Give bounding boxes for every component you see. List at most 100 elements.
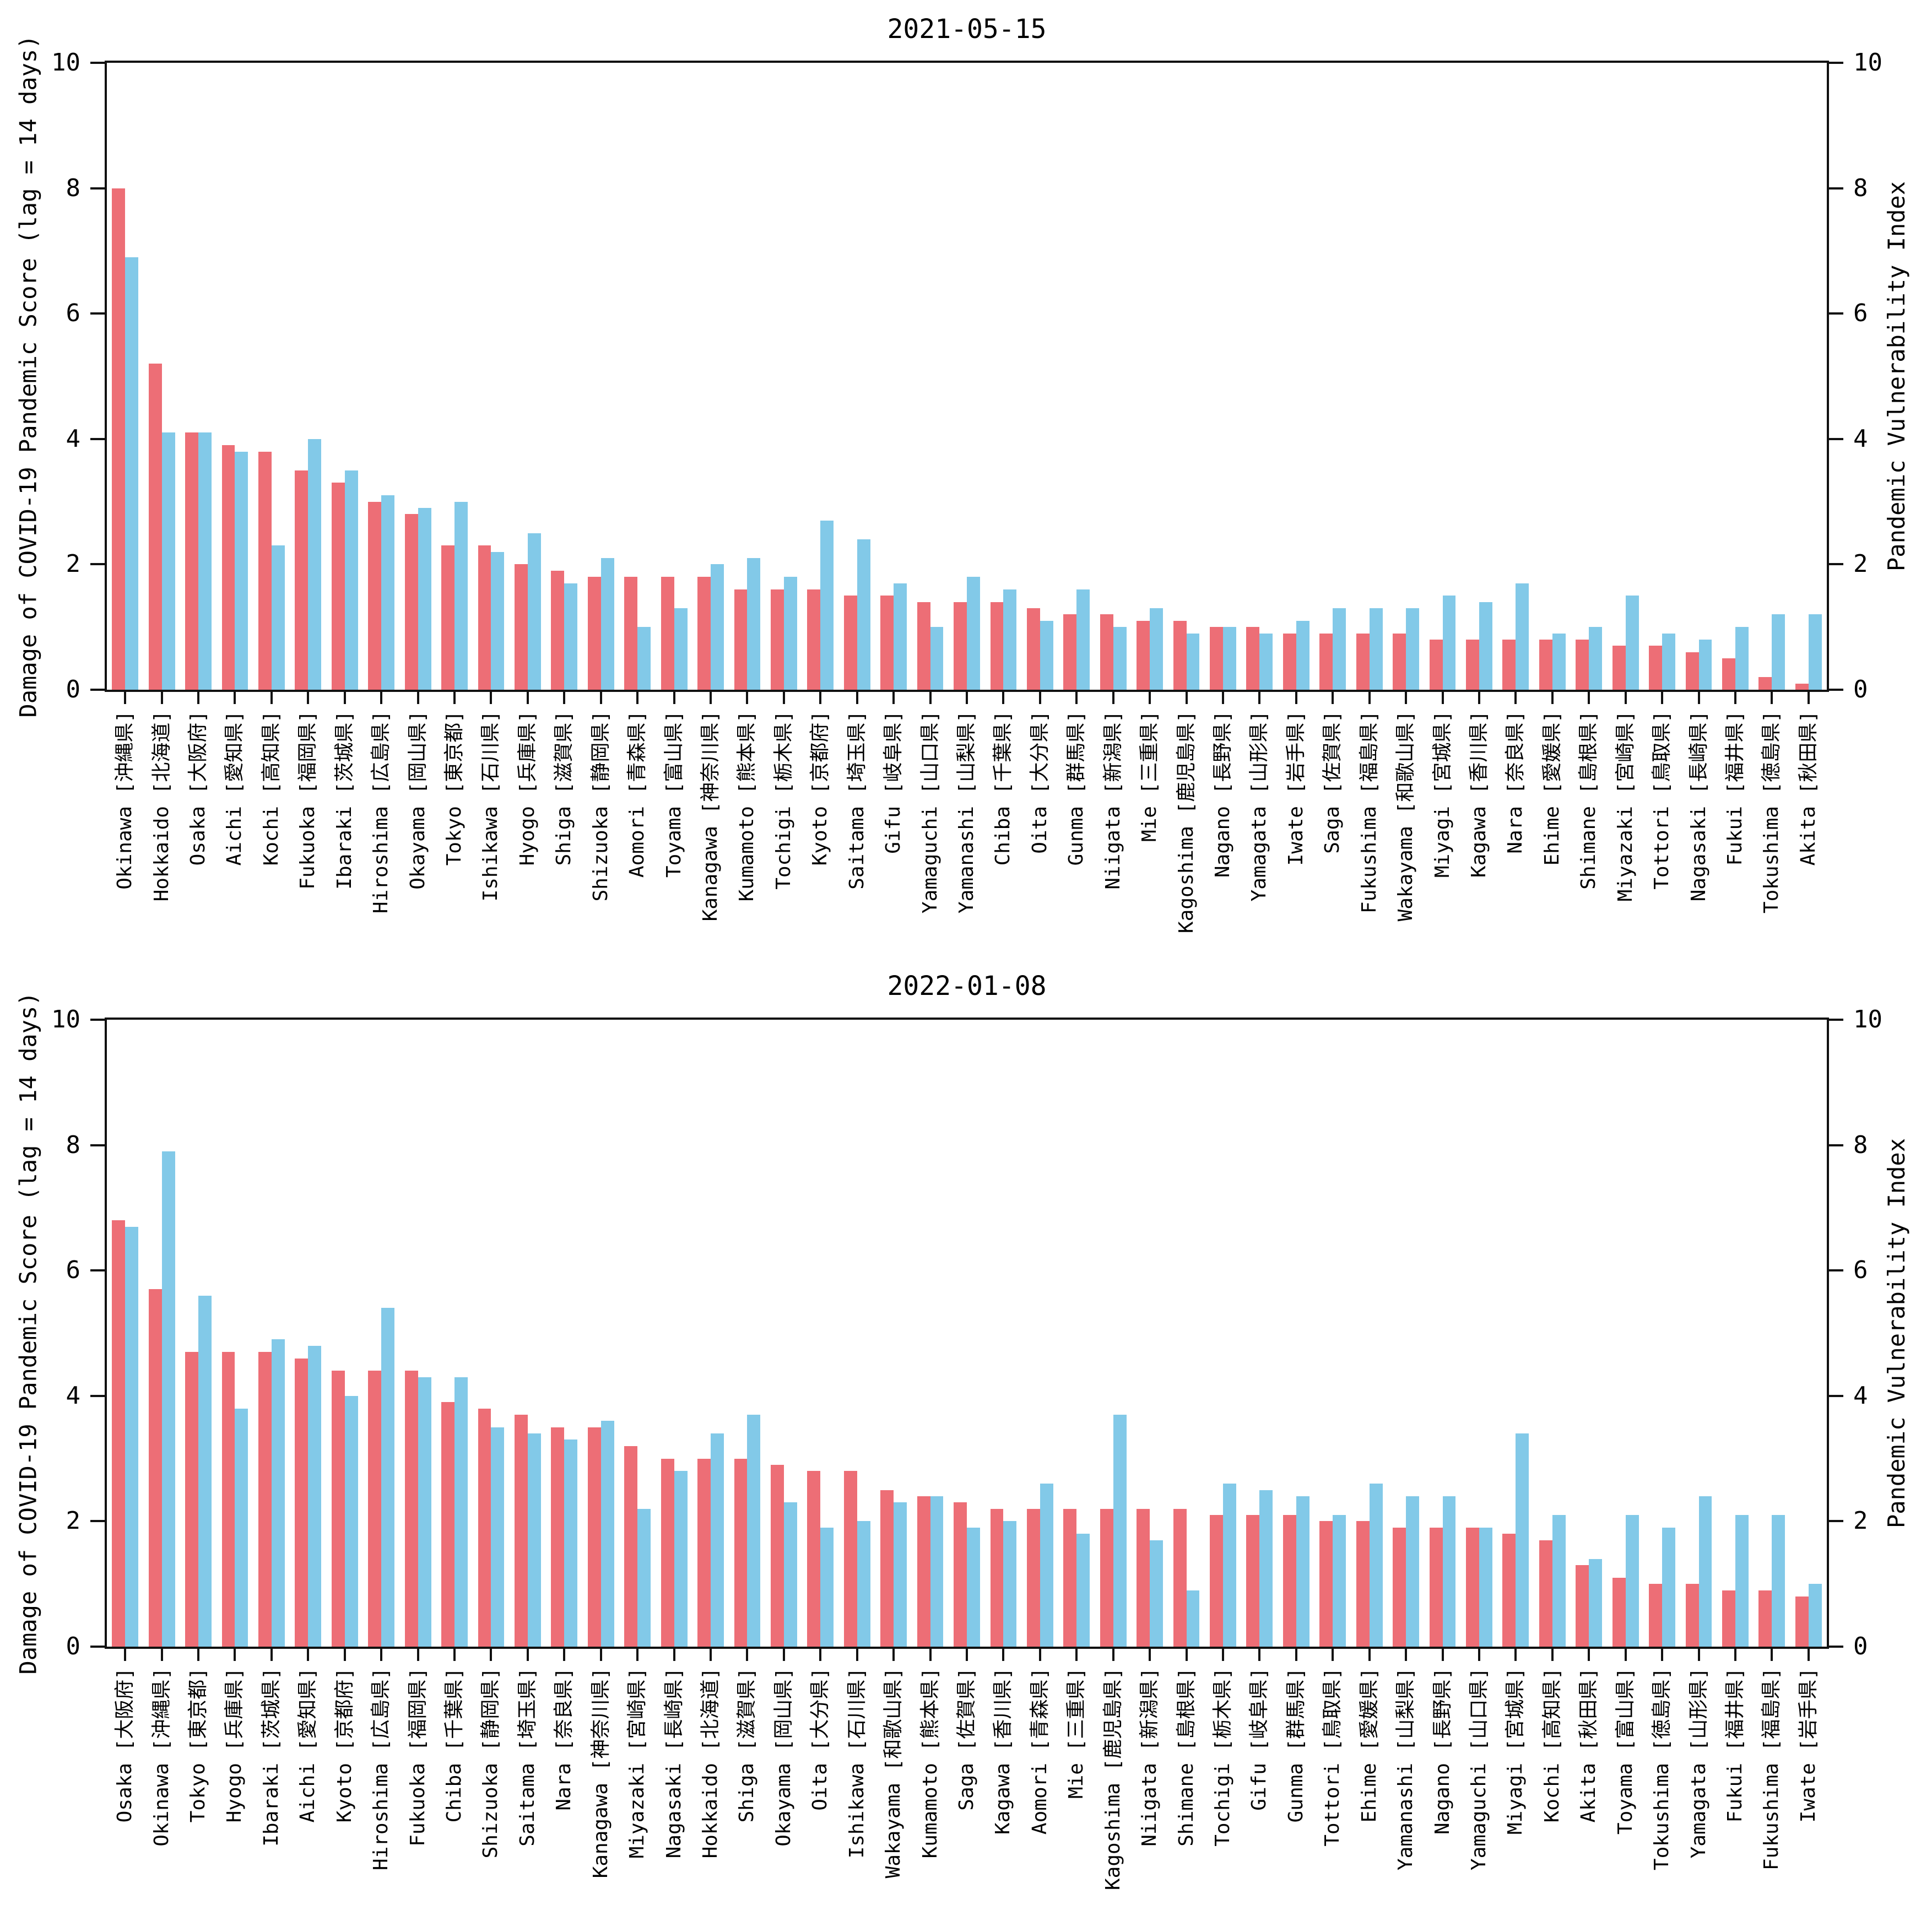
bar-damage-score <box>770 589 784 690</box>
bar-vulnerability-index <box>1516 583 1529 690</box>
bar-vulnerability-index <box>527 533 541 690</box>
bar-vulnerability-index <box>783 577 797 690</box>
y-tick-left <box>90 62 105 64</box>
x-tick <box>490 1647 493 1661</box>
y-tick-label-right: 8 <box>1853 174 1868 202</box>
x-tick-label: Wakayama [和歌山県] <box>1394 711 1417 922</box>
chart-title: 2022-01-08 <box>887 971 1047 1002</box>
bar-damage-score <box>1100 614 1113 690</box>
x-tick-label: Kagawa [香川県] <box>1467 711 1490 878</box>
bar-damage-score <box>697 577 711 690</box>
x-tick-label: Aichi [愛知県] <box>296 1668 320 1823</box>
bar-vulnerability-index <box>967 577 980 690</box>
chart-2021-05-15: 2021-05-15 Damage of COVID-19 Pandemic S… <box>0 0 1921 957</box>
x-tick-label: Yamagata [山形県] <box>1248 711 1271 902</box>
x-tick <box>1405 1647 1408 1661</box>
x-tick <box>1588 1647 1590 1661</box>
x-tick-label: Hiroshima [広島県] <box>370 1668 393 1871</box>
bar-damage-score <box>478 1408 491 1647</box>
bar-damage-score <box>807 589 821 690</box>
y-tick-label-right: 6 <box>1853 1256 1868 1285</box>
bar-vulnerability-index <box>1589 1558 1603 1647</box>
bar-damage-score <box>734 1458 748 1647</box>
x-tick <box>1258 690 1261 704</box>
x-tick <box>1149 690 1151 704</box>
bar-vulnerability-index <box>564 1439 578 1647</box>
x-tick-label: Gunma [群馬県] <box>1284 1668 1307 1823</box>
x-tick-label: Ishikawa [石川県] <box>479 711 502 902</box>
y-tick-label-right: 6 <box>1853 299 1868 328</box>
bar-damage-score <box>1576 639 1589 690</box>
x-tick <box>710 1647 712 1661</box>
bar-damage-score <box>770 1464 784 1647</box>
y-tick-label-left: 6 <box>66 299 81 328</box>
x-tick-label: Nara [奈良県] <box>1504 711 1527 854</box>
bar-damage-score <box>587 577 601 690</box>
x-tick-label: Yamaguchi [山口県] <box>918 711 941 914</box>
bar-vulnerability-index <box>1552 633 1566 690</box>
bar-vulnerability-index <box>1113 1414 1127 1647</box>
bar-damage-score <box>551 1427 565 1647</box>
bar-damage-score <box>258 451 272 690</box>
x-tick <box>1588 690 1590 704</box>
x-tick <box>1038 690 1041 704</box>
x-tick <box>819 690 822 704</box>
bar-vulnerability-index <box>1186 1590 1200 1647</box>
bar-vulnerability-index <box>857 1521 870 1647</box>
chart-title: 2021-05-15 <box>887 14 1047 45</box>
bar-vulnerability-index <box>125 1226 139 1647</box>
x-tick-label: Miyagi [宮城県] <box>1431 711 1454 878</box>
x-tick <box>234 690 236 704</box>
y-tick-right <box>1829 437 1843 440</box>
bar-vulnerability-index <box>235 1408 248 1647</box>
x-tick <box>307 1647 310 1661</box>
x-tick-label: Okinawa [沖縄県] <box>150 1668 173 1847</box>
bar-vulnerability-index <box>1808 1584 1822 1647</box>
x-tick-label: Mie [三重県] <box>1138 711 1161 842</box>
x-tick <box>1258 1647 1261 1661</box>
bar-damage-score <box>1539 639 1552 690</box>
x-tick <box>636 690 639 704</box>
bar-vulnerability-index <box>1222 1484 1236 1647</box>
bar-damage-score <box>148 1289 162 1647</box>
x-tick-label: Yamagata [山形県] <box>1687 1668 1710 1859</box>
x-tick-label: Shiga [滋賀県] <box>553 711 576 866</box>
x-tick <box>416 1647 419 1661</box>
x-tick <box>453 1647 456 1661</box>
bar-vulnerability-index <box>1040 620 1053 690</box>
bar-vulnerability-index <box>344 470 358 690</box>
x-tick-label: Saga [佐賀県] <box>1321 711 1344 854</box>
y-tick-right <box>1829 1019 1843 1021</box>
x-tick <box>1185 690 1188 704</box>
x-tick <box>1697 1647 1700 1661</box>
y-tick-left <box>90 1394 105 1397</box>
x-tick <box>380 690 383 704</box>
bar-damage-score <box>221 445 235 690</box>
x-tick-label: Hiroshima [広島県] <box>370 711 393 914</box>
bar-vulnerability-index <box>454 501 468 690</box>
x-tick-label: Fukuoka [福岡県] <box>296 711 320 890</box>
bar-damage-score <box>331 483 345 690</box>
bar-damage-score <box>1722 658 1735 690</box>
x-tick-label: Nagano [長野県] <box>1431 1668 1454 1835</box>
bar-vulnerability-index <box>894 583 907 690</box>
x-tick-label: Yamanashi [山梨県] <box>1394 1668 1417 1871</box>
bar-damage-score <box>368 501 382 690</box>
bar-vulnerability-index <box>308 1345 322 1647</box>
bars-container <box>107 1020 1827 1647</box>
y-tick-left <box>90 563 105 566</box>
x-tick-label: Toyama [富山県] <box>662 711 685 878</box>
x-tick-label: Tokyo [東京都] <box>443 711 466 866</box>
x-tick <box>1478 1647 1480 1661</box>
y-tick-label-left: 8 <box>66 174 81 202</box>
bar-vulnerability-index <box>1296 620 1309 690</box>
y-tick-label-right: 0 <box>1853 1632 1868 1660</box>
bar-vulnerability-index <box>1076 589 1090 690</box>
x-tick <box>343 1647 346 1661</box>
bar-vulnerability-index <box>308 439 322 690</box>
x-tick-label: Nagasaki [長崎県] <box>662 1668 685 1859</box>
bar-vulnerability-index <box>1040 1484 1053 1647</box>
bar-damage-score <box>1466 1527 1479 1647</box>
bar-vulnerability-index <box>747 1414 761 1647</box>
x-tick <box>1149 1647 1151 1661</box>
